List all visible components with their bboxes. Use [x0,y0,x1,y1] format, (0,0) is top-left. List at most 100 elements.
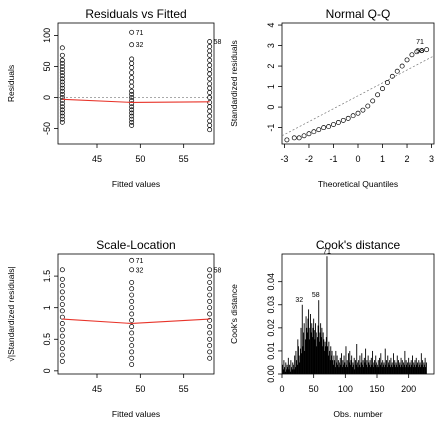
data-point [59,295,65,301]
data-point [59,88,65,94]
data-point [207,108,213,114]
panel-3: Scale-Location Fitted values √|Standardize… [6,238,222,419]
data-point [129,119,135,125]
data-point [129,305,135,311]
data-point [207,324,213,330]
data-point [207,85,213,91]
data-point [59,57,65,63]
x-axis-label: Fitted values [112,409,160,419]
x-tick-label: 0 [279,384,284,394]
observation-label: 58 [312,292,320,299]
data-point [59,85,65,91]
plot-frame [57,22,215,145]
data-point [59,82,65,88]
data-point [207,279,213,285]
data-point [414,49,420,55]
data-point [409,52,415,58]
data-point [59,283,65,289]
data-point [129,29,135,35]
data-point [291,135,297,141]
data-point [207,76,213,82]
data-point [129,65,135,71]
x-tick-label: 1 [380,154,385,164]
data-point [59,76,65,82]
data-point [59,346,65,352]
data-point [129,324,135,330]
chart-title: Normal Q-Q [326,7,391,21]
data-point [59,98,65,104]
data-point [129,355,135,361]
data-point [59,358,65,364]
data-point [59,116,65,122]
data-point [207,311,213,317]
data-point [129,110,135,116]
data-point [129,56,135,62]
y-tick-label: 3 [266,43,276,48]
data-point [399,63,405,69]
data-point [365,103,371,109]
data-point [419,48,425,54]
x-tick-label: 45 [92,384,102,394]
data-point [129,75,135,81]
data-point [207,336,213,342]
data-point [207,44,213,50]
data-point [59,63,65,69]
x-tick-label: 3 [429,154,434,164]
data-point [59,352,65,358]
y-tick-label: 0.03 [266,296,276,314]
observation-label: 58 [214,39,222,46]
data-point [59,107,65,113]
data-point [370,98,376,104]
x-tick-label: 200 [401,384,416,394]
y-axis-label: Standardized residuals [229,40,239,126]
data-point [207,104,213,110]
x-axis-label: Fitted values [112,179,160,189]
data-point [59,70,65,76]
y-tick-label: -50 [42,122,52,135]
data-point [380,86,385,92]
data-point [207,118,213,124]
panel-4: Cook's distance Obs. number Cook's distanc… [229,238,435,419]
data-point [207,71,213,77]
data-point [207,52,213,58]
data-point [59,119,65,125]
data-point [129,122,135,128]
data-point [207,298,213,304]
data-point [129,311,135,317]
data-point [129,113,135,119]
observation-label: 71 [136,258,144,265]
x-axis-label: Obs. number [333,409,382,419]
x-tick-label: 50 [309,384,319,394]
x-axis-label: Theoretical Quantiles [318,179,398,189]
y-axis-label: Residuals [6,65,16,102]
data-point [129,330,135,336]
data-point [129,42,135,48]
y-tick-label: 2 [266,64,276,69]
data-point [129,83,135,89]
data-point [207,90,213,95]
data-point [207,122,213,128]
observation-label: 71 [416,39,424,46]
data-point [59,276,65,282]
panel-1: Residuals vs Fitted Fitted values Residual… [6,7,222,189]
observation-label: 32 [136,267,144,274]
data-point [389,73,395,79]
y-tick-label: 0.04 [266,273,276,291]
y-tick-label: 0 [42,368,52,373]
data-point [207,292,213,298]
data-point [129,298,135,304]
data-point [59,45,65,51]
data-point [207,62,213,68]
observation-label: 58 [416,48,424,55]
data-point [207,113,213,119]
data-point [207,48,213,54]
data-point [316,127,322,133]
data-point [296,135,302,141]
data-point [59,73,65,79]
data-point [59,308,65,314]
data-point [129,362,135,367]
y-axis-label: √|Standardized residuals| [6,266,16,362]
data-point [59,110,65,116]
chart-title: Cook's distance [316,238,401,252]
data-point [207,95,213,100]
